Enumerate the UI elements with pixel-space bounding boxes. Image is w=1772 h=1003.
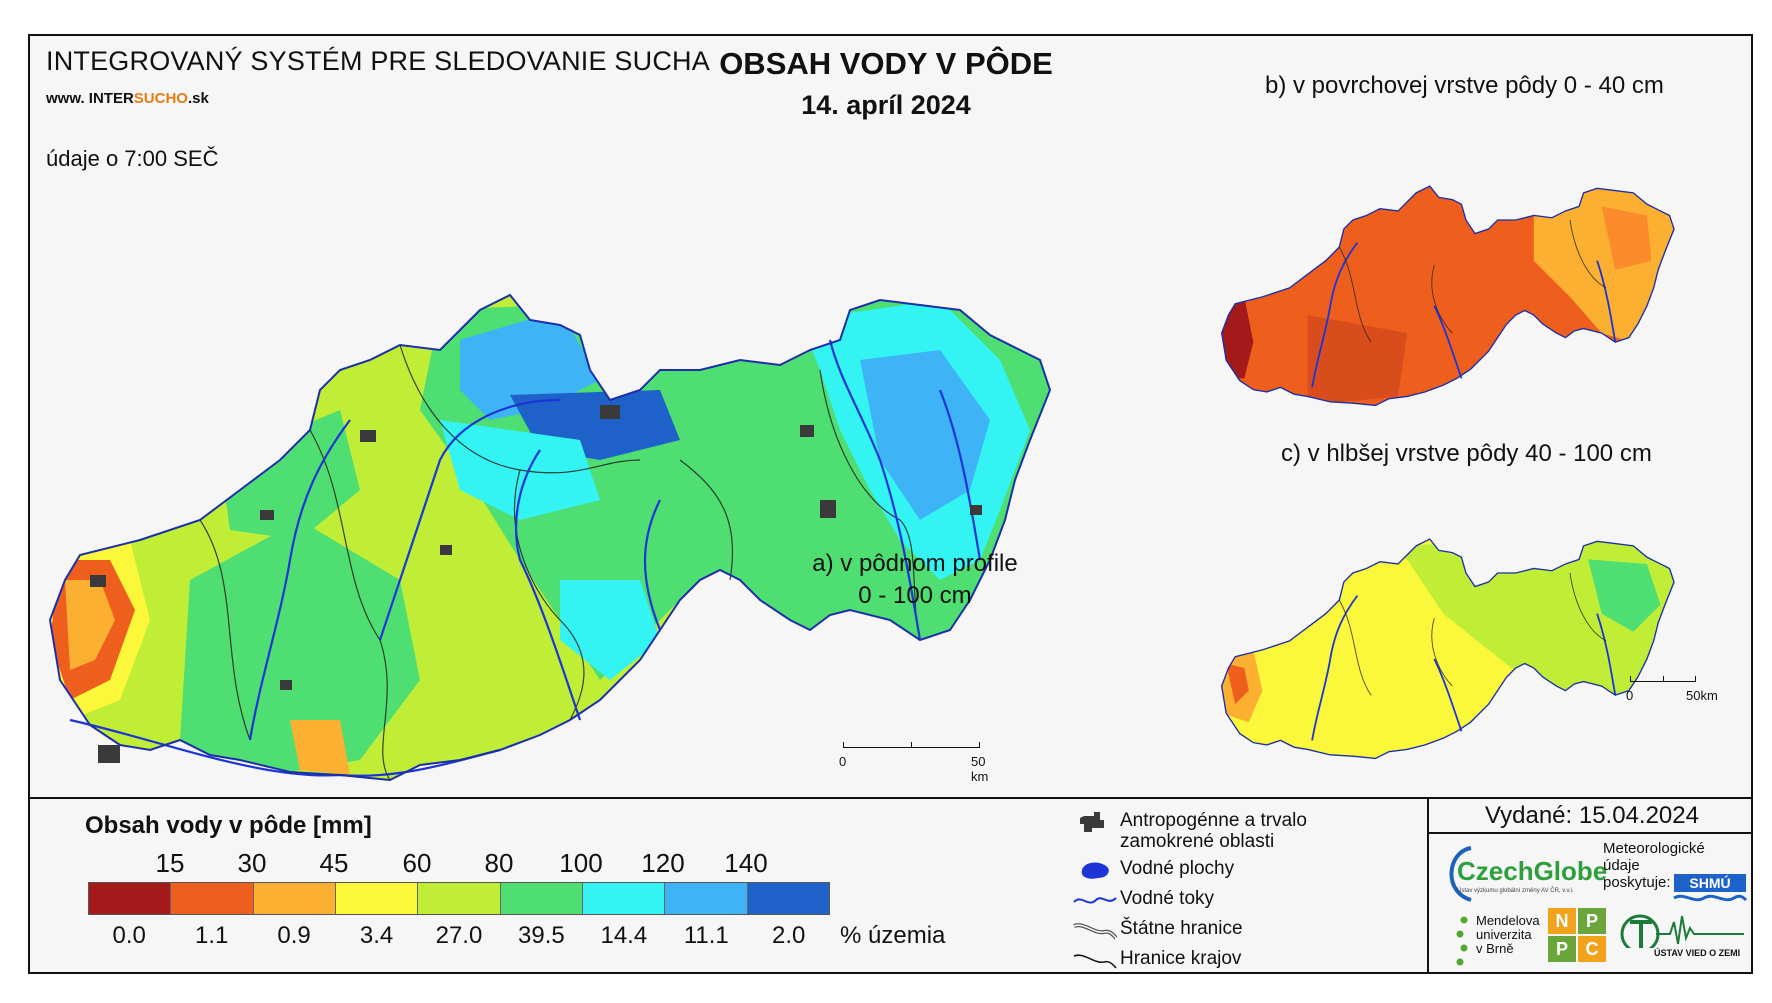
system-title: INTEGROVANÝ SYSTÉM PRE SLEDOVANIE SUCHA <box>46 46 710 76</box>
anthropogenic-line1: Antropogénne a trvalo <box>1120 810 1307 831</box>
seismograph-icon <box>1620 914 1744 948</box>
nppc-letter: C <box>1578 936 1606 962</box>
main-soil-map <box>49 294 1051 781</box>
threshold-label: 45 <box>319 848 349 878</box>
threshold-label: 15 <box>155 848 185 878</box>
state-border-icon <box>1073 923 1118 940</box>
nppc-letter: N <box>1548 908 1576 934</box>
website-link[interactable]: www. INTERSUCHO.sk <box>46 90 209 107</box>
page-title: OBSAH VODY V PÔDE <box>719 46 1053 81</box>
time-note: údaje o 7:00 SEČ <box>46 146 219 171</box>
small-scale-start: 0 <box>1626 688 1634 703</box>
urban-area-icon <box>1080 812 1104 832</box>
shmu-logo: SHMÚ <box>1673 874 1748 902</box>
issued-divider <box>1427 832 1753 834</box>
legend-color-box <box>747 883 829 914</box>
main-scale-end: 50 km <box>971 754 989 784</box>
legend-unit: [mm] <box>313 812 372 839</box>
threshold-label: 60 <box>402 848 432 878</box>
nppc-letter: P <box>1548 936 1576 962</box>
water-bodies-label: Vodné plochy <box>1120 858 1235 879</box>
meteo-provider-note: Meteorologické údaje poskytuje: <box>1603 840 1705 891</box>
state-border-label: Štátne hranice <box>1120 918 1243 939</box>
nppc-logo: N P P C <box>1548 908 1608 964</box>
page-date: 14. apríl 2024 <box>801 90 971 120</box>
legend-color-scale <box>88 882 830 915</box>
main-scale-start: 0 <box>839 754 847 769</box>
region-border-label: Hranice krajov <box>1120 948 1242 969</box>
deep-layer-map <box>1220 538 1675 760</box>
mendel-university-logo: Mendelova univerzita v Brně <box>1448 913 1540 966</box>
legend-color-box <box>171 883 254 914</box>
mendel-line3: v Brně <box>1476 941 1514 956</box>
meteo-line1: Meteorologické <box>1603 840 1705 857</box>
footer-divider <box>1427 797 1429 974</box>
site-accent: SUCHO <box>133 90 188 107</box>
legend-color-box <box>582 883 666 914</box>
legend-color-box <box>253 883 336 914</box>
czechglobe-logo: CzechGlobe Ústav výzkumu globální změny … <box>1437 842 1607 906</box>
czechglobe-text: CzechGlobe <box>1457 856 1608 886</box>
nppc-letter: P <box>1578 908 1606 934</box>
legend-title: Obsah vody v pôde [mm] <box>85 812 372 840</box>
mendel-line1: Mendelova <box>1476 913 1540 928</box>
threshold-label: 30 <box>237 848 267 878</box>
percent-value: 1.1 <box>194 922 229 949</box>
percent-value: 0.9 <box>277 922 311 949</box>
percent-value: 27.0 <box>435 922 483 949</box>
legend-color-box <box>418 883 501 914</box>
percent-value: 39.5 <box>518 922 565 949</box>
surface-layer-map <box>1220 185 1675 407</box>
panel-a-line2: 0 - 100 cm <box>858 582 972 609</box>
legend-color-box <box>665 883 748 914</box>
earth-science-institute-logo: ÚSTAV VIED O ZEMI <box>1620 908 1748 968</box>
legend-color-box <box>335 883 419 914</box>
legend-anthropogenic: Antropogénne a trvalo zamokrené oblasti <box>1070 810 1350 852</box>
river-icon <box>1073 897 1117 904</box>
threshold-label: 80 <box>484 848 514 878</box>
uvz-text: ÚSTAV VIED O ZEMI <box>1654 948 1741 958</box>
panel-b-label: b) v povrchovej vrstve pôdy 0 - 40 cm <box>1265 72 1664 99</box>
legend-thresholds: 15 30 45 60 80 100 120 140 <box>88 848 828 878</box>
water-body-icon <box>1081 862 1109 879</box>
small-scale-end: 50km <box>1686 688 1718 703</box>
panel-a-label: a) v pôdnom profile 0 - 100 cm <box>790 548 1040 612</box>
panel-c-label: c) v hlbšej vrstve pôdy 40 - 100 cm <box>1281 440 1652 467</box>
legend-divider <box>28 797 1753 799</box>
rivers-label: Vodné toky <box>1120 888 1215 909</box>
percent-value: 0.0 <box>112 922 146 949</box>
legend-state-border: Štátne hranice <box>1070 918 1350 942</box>
mendel-line2: univerzita <box>1476 927 1532 942</box>
legend-water-bodies: Vodné plochy <box>1070 858 1350 882</box>
percent-value: 3.4 <box>359 922 394 949</box>
issued-date: Vydané: 15.04.2024 <box>1485 802 1699 829</box>
mendel-dots-icon <box>1456 916 1468 966</box>
threshold-label: 100 <box>559 848 603 878</box>
threshold-label: 140 <box>724 848 768 878</box>
percent-value: 11.1 <box>683 922 729 949</box>
percent-value: 14.4 <box>600 922 648 949</box>
panel-a-line1: a) v pôdnom profile <box>812 550 1018 577</box>
legend-title-text: Obsah vody v pôde <box>85 812 314 839</box>
symbol-legend: Antropogénne a trvalo zamokrené oblasti V… <box>1070 810 1350 978</box>
legend-color-box <box>89 883 172 914</box>
region-border-icon <box>1073 954 1117 969</box>
anthropogenic-line2: zamokrené oblasti <box>1120 831 1275 852</box>
czechglobe-subtext: Ústav výzkumu globální změny AV ČR, v.v.… <box>1457 888 1574 894</box>
legend-percentages: 0.0 1.1 0.9 3.4 27.0 39.5 14.4 11.1 2.0 <box>88 922 830 952</box>
meteo-line3: poskytuje: <box>1603 874 1671 891</box>
czechglobe-arc-icon <box>1449 846 1472 902</box>
legend-region-border: Hranice krajov <box>1070 948 1350 972</box>
legend-color-box <box>500 883 583 914</box>
shmu-text: SHMÚ <box>1689 874 1730 891</box>
percent-value: 2.0 <box>772 922 806 949</box>
threshold-label: 120 <box>641 848 685 878</box>
meteo-line2: údaje <box>1603 857 1640 874</box>
percent-unit: % územia <box>840 922 946 949</box>
legend-rivers: Vodné toky <box>1070 888 1350 912</box>
site-prefix: www. INTER <box>46 90 134 107</box>
site-suffix: .sk <box>187 90 209 107</box>
